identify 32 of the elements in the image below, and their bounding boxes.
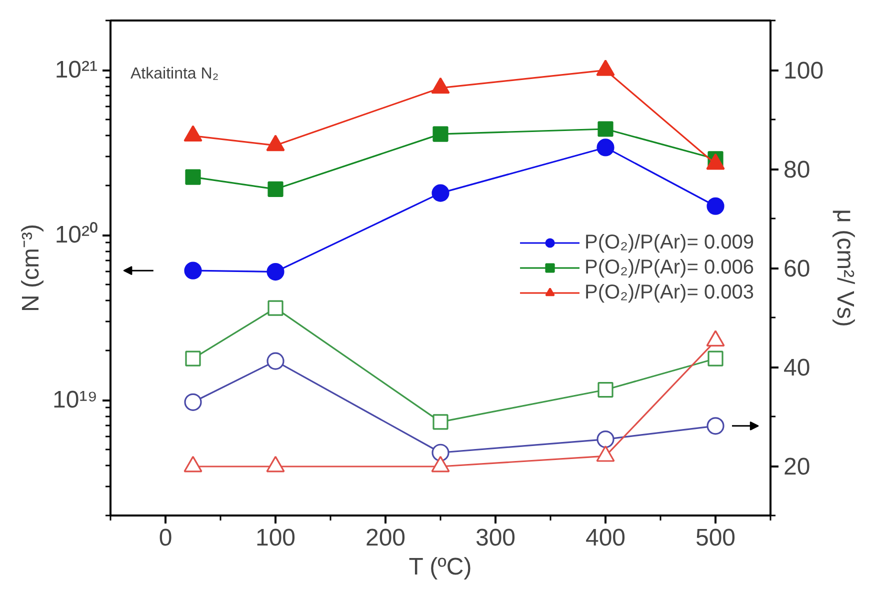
point (184, 262, 202, 280)
point (596, 60, 615, 76)
point (431, 77, 450, 94)
point (266, 262, 284, 281)
x-tick-label: 500 (695, 524, 736, 552)
x-tick-label: 200 (365, 524, 406, 552)
point (268, 181, 284, 197)
annotation: Atkaitinta N₂ (130, 66, 219, 82)
point (432, 184, 450, 202)
y-tick-label: 10²⁰ (54, 222, 98, 249)
point (706, 197, 724, 215)
y2-tick-label: 40 (784, 354, 810, 382)
x-tick-label: 300 (475, 524, 516, 552)
y-tick-label: 10²¹ (54, 56, 98, 84)
point (432, 126, 448, 142)
y-tick-label: 10¹⁹ (52, 386, 98, 414)
legend-label: P(O₂)/P(Ar)= 0.006 (584, 256, 754, 279)
y2-tick-label: 20 (784, 454, 810, 480)
y2-axis-title: μ (cm²/ Vs) (832, 209, 859, 327)
y-axis-title: N (cm⁻³) (18, 224, 45, 312)
x-axis-title: T (ºC) (408, 554, 472, 580)
legend-label: P(O₂)/P(Ar)= 0.003 (584, 281, 754, 304)
legend-label: P(O₂)/P(Ar)= 0.009 (584, 231, 754, 254)
y2-tick-label: 100 (784, 58, 824, 84)
y2-tick-label: 80 (784, 156, 810, 184)
point (185, 169, 201, 185)
x-tick-label: 100 (255, 524, 296, 552)
point (598, 121, 614, 137)
x-tick-label: 400 (585, 524, 626, 552)
y2-tick-label: 60 (784, 256, 810, 282)
x-tick-label: 0 (158, 524, 172, 552)
point (596, 138, 614, 156)
